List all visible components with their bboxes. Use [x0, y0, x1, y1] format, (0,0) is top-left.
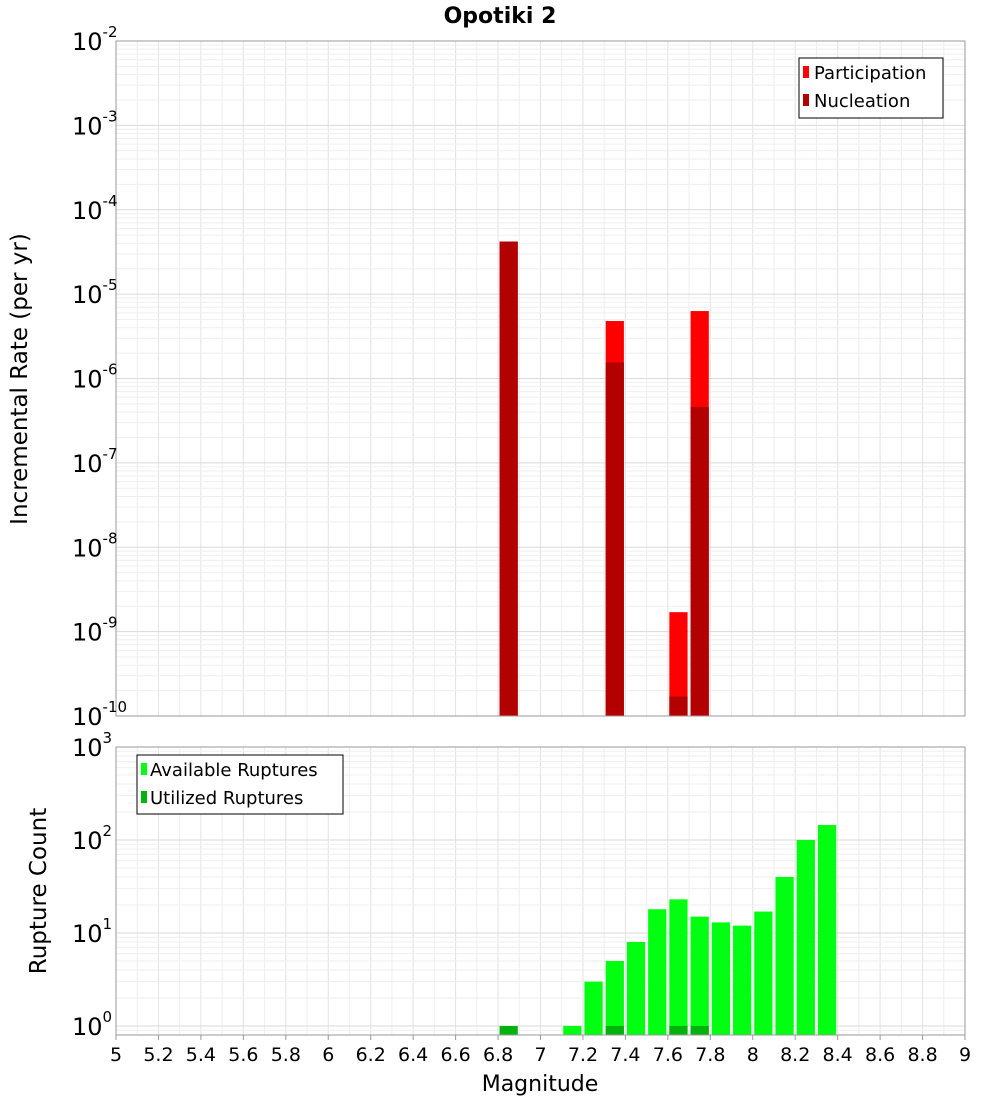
- top-y-tick-label: 10-6: [72, 361, 118, 394]
- bar-available-ruptures: [796, 839, 815, 1035]
- top-panel: 10-10 10-9 10-8 10-7 10-6 10-5 10-4 10-3 10-2 In…: [7, 23, 966, 731]
- bar-available-ruptures: [626, 942, 646, 1035]
- x-tick-label: 6.2: [356, 1044, 386, 1066]
- bottom-y-tick-label: 102: [72, 822, 112, 855]
- bar-nucleation: [499, 241, 518, 717]
- x-tick-label: 5.6: [228, 1044, 258, 1066]
- legend-label-participation: Participation: [814, 63, 926, 84]
- bar-utilized-ruptures: [605, 1025, 624, 1035]
- x-tick-label: 8.8: [907, 1044, 937, 1066]
- legend-swatch-participation: [803, 66, 809, 78]
- x-tick-label: 7.2: [568, 1044, 598, 1066]
- legend-label-available: Available Ruptures: [150, 760, 318, 781]
- legend-label-nucleation: Nucleation: [814, 91, 910, 112]
- bottom-y-axis-label: Rupture Count: [26, 808, 52, 974]
- x-tick-label: 8.2: [780, 1044, 810, 1066]
- x-tick-label: 8.4: [823, 1044, 853, 1066]
- x-tick-label: 8: [747, 1044, 759, 1066]
- x-tick-label: 6.4: [398, 1044, 428, 1066]
- bar-available-ruptures: [605, 960, 624, 1035]
- legend-swatch-nucleation: [803, 94, 809, 106]
- x-tick-label: 7: [534, 1044, 546, 1066]
- legend-swatch-available: [141, 763, 147, 775]
- top-y-tick-label: 10-9: [72, 614, 118, 647]
- bottom-legend: Available Ruptures Utilized Ruptures: [136, 754, 344, 815]
- x-tick-label: 5.2: [143, 1044, 173, 1066]
- x-tick-label: 7.8: [695, 1044, 725, 1066]
- bottom-y-tick-label: 100: [72, 1008, 112, 1041]
- top-y-tick-label: 10-7: [72, 445, 118, 478]
- bottom-y-tick-label: 103: [72, 729, 112, 762]
- top-y-tick-label: 10-3: [72, 107, 118, 140]
- x-axis-label: Magnitude: [482, 1072, 599, 1097]
- x-tick-label: 7.4: [610, 1044, 640, 1066]
- bar-available-ruptures: [690, 916, 709, 1035]
- top-y-tick-label: 10-8: [72, 529, 118, 562]
- top-y-tick-label: 10-5: [72, 276, 118, 309]
- top-y-tick-label: 10-10: [72, 698, 127, 731]
- chart-title: Opotiki 2: [444, 4, 557, 29]
- x-tick-label: 9: [959, 1044, 971, 1066]
- x-tick-label: 7.6: [653, 1044, 683, 1066]
- legend-label-utilized: Utilized Ruptures: [150, 788, 303, 809]
- x-tick-label: 5.4: [186, 1044, 216, 1066]
- bar-available-ruptures: [563, 1025, 582, 1035]
- bar-available-ruptures: [669, 899, 688, 1035]
- bottom-y-ticks: 100 101 102 103: [72, 729, 112, 1041]
- bottom-y-tick-label: 101: [72, 915, 112, 948]
- bar-utilized-ruptures: [690, 1025, 709, 1035]
- bar-utilized-ruptures: [669, 1025, 688, 1035]
- x-tick-label: 6.6: [440, 1044, 470, 1066]
- bar-available-ruptures: [754, 911, 773, 1035]
- x-tick-label: 6.8: [483, 1044, 513, 1066]
- x-tick-label: 5.8: [271, 1044, 301, 1066]
- bar-available-ruptures: [648, 909, 667, 1035]
- x-tick-label: 8.6: [865, 1044, 895, 1066]
- bar-utilized-ruptures: [499, 1025, 518, 1035]
- bar-nucleation: [669, 696, 688, 716]
- bottom-panel: 100 101 102 103 Rupture Count Available Rup…: [26, 729, 966, 1041]
- top-y-tick-label: 10-4: [72, 192, 118, 225]
- top-y-axis-label: Incremental Rate (per yr): [7, 233, 33, 525]
- top-y-tick-label: 10-2: [72, 23, 118, 56]
- top-legend: Participation Nucleation: [798, 57, 944, 119]
- bar-available-ruptures: [775, 877, 794, 1035]
- top-grid: [115, 40, 966, 717]
- legend-swatch-utilized: [141, 791, 147, 803]
- bar-nucleation: [690, 406, 709, 716]
- bar-available-ruptures: [711, 922, 731, 1035]
- bar-participation: [669, 612, 688, 716]
- top-legend-box: [798, 57, 944, 119]
- bar-available-ruptures: [817, 824, 837, 1035]
- bar-available-ruptures: [733, 925, 752, 1035]
- bar-available-ruptures: [584, 981, 603, 1035]
- x-ticks: 5 5.2 5.4 5.6 5.8 6 6.2 6.4 6.6 6.8 7 7.2 7.4 7.6 7.8 8…: [110, 1035, 971, 1066]
- x-tick-label: 5: [110, 1044, 122, 1066]
- top-y-ticks: 10-10 10-9 10-8 10-7 10-6 10-5 10-4 10-3 10-2: [72, 23, 127, 731]
- top-bars: [499, 241, 709, 717]
- x-tick-label: 6: [322, 1044, 334, 1066]
- bar-nucleation: [605, 362, 624, 716]
- bottom-bars: [499, 824, 837, 1035]
- bottom-legend-box: [136, 754, 344, 815]
- top-plot-border: [115, 40, 966, 717]
